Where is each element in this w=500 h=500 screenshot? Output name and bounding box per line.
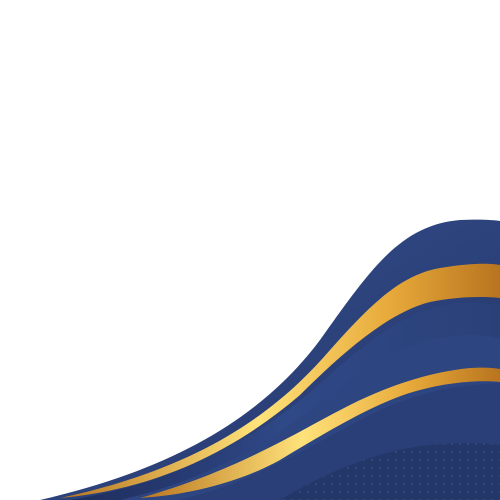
gold-ribbon-lower — [140, 367, 500, 498]
dot-texture — [280, 443, 500, 500]
gold-ribbon-upper — [60, 263, 500, 498]
